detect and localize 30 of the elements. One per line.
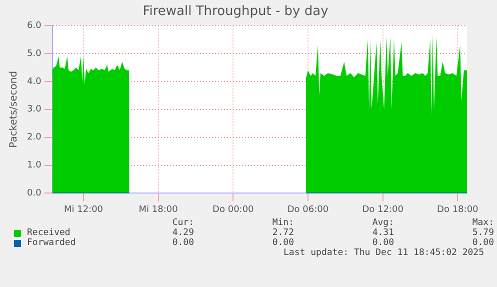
- y-tick-label: 0.0: [26, 188, 42, 199]
- text: Min:: [271, 218, 294, 228]
- legend-label: Received: [27, 228, 70, 238]
- y-tick-label: 3.0: [26, 104, 42, 115]
- text: 0.00: [271, 238, 294, 248]
- legend-label: Forwarded: [27, 238, 76, 248]
- text: 0.00: [471, 238, 494, 248]
- chart-title: Firewall Throughput - by day: [142, 4, 329, 20]
- text: 2.72: [271, 228, 294, 238]
- x-tick-label: Do 18:00: [437, 204, 479, 215]
- x-tick-label: Do 12:00: [362, 204, 404, 215]
- text: Last update: Thu Dec 11 18:45:02 2025: [282, 248, 484, 258]
- x-tick-label: Mi 18:00: [138, 204, 178, 215]
- text: Cur:: [171, 218, 194, 228]
- text: 0.00: [171, 238, 194, 248]
- x-tick-label: Mi 12:00: [64, 204, 104, 215]
- text: 4.31: [371, 228, 394, 238]
- y-tick-label: 2.0: [26, 132, 42, 143]
- y-tick-label: 5.0: [26, 48, 42, 59]
- text: 5.79: [471, 228, 494, 238]
- text: 4.29: [171, 228, 194, 238]
- y-tick-label: 6.0: [26, 20, 42, 31]
- y-tick-label: 1.0: [26, 160, 42, 171]
- x-tick-label: Do 06:00: [287, 204, 329, 215]
- x-tick-label: Do 00:00: [212, 204, 254, 215]
- text: Avg:: [371, 218, 394, 228]
- y-tick-label: 4.0: [26, 76, 42, 87]
- text: 0.00: [371, 238, 394, 248]
- y-axis-title: Packets/second: [8, 70, 20, 148]
- text: Max:: [471, 218, 494, 228]
